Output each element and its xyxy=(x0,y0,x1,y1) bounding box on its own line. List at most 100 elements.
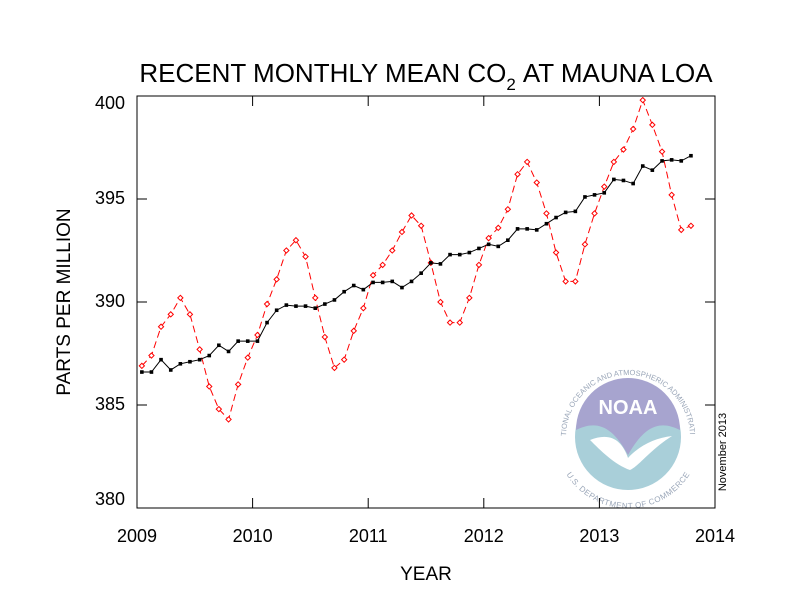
data-point xyxy=(168,368,173,372)
data-point xyxy=(514,170,521,178)
data-point xyxy=(388,247,396,254)
data-point xyxy=(167,311,175,318)
data-point xyxy=(679,159,684,163)
series-line xyxy=(141,98,692,421)
data-point xyxy=(438,262,443,266)
data-point xyxy=(398,228,406,236)
x-axis-label: YEAR xyxy=(400,564,452,585)
data-point xyxy=(515,227,520,231)
data-point xyxy=(629,125,637,133)
data-point xyxy=(457,252,462,257)
data-point xyxy=(640,164,645,168)
data-point xyxy=(303,304,308,308)
data-point xyxy=(689,153,693,158)
y-axis-label: PARTS PER MILLION xyxy=(54,208,75,395)
data-point xyxy=(205,383,213,390)
data-point xyxy=(177,294,184,302)
y-tick-label: 390 xyxy=(95,291,125,311)
title-end: AT MAUNA LOA xyxy=(523,58,713,88)
data-point xyxy=(283,247,290,254)
data-point xyxy=(631,181,635,186)
data-point xyxy=(360,304,367,312)
data-point xyxy=(494,224,502,232)
data-point xyxy=(486,242,491,247)
data-point xyxy=(371,280,375,285)
data-point xyxy=(429,261,433,265)
data-point xyxy=(600,183,608,190)
data-point xyxy=(197,357,202,362)
data-point xyxy=(236,339,240,343)
data-point xyxy=(534,228,539,232)
data-point xyxy=(225,416,232,423)
y-tick-label: 385 xyxy=(95,394,125,414)
chart-title: RECENT MONTHLY MEAN CO2 AT MAUNA LOA xyxy=(139,58,713,94)
data-point xyxy=(149,370,154,374)
x-tick-label: 2010 xyxy=(233,526,273,546)
data-point xyxy=(284,303,289,307)
title-main: RECENT MONTHLY MEAN CO xyxy=(139,58,506,88)
data-point xyxy=(294,304,298,308)
data-point xyxy=(572,278,579,285)
data-point xyxy=(591,210,598,217)
data-point xyxy=(323,302,327,306)
note: November 2013 xyxy=(717,413,729,491)
data-point xyxy=(274,308,279,313)
data-point xyxy=(342,289,346,294)
data-point xyxy=(660,159,664,163)
data-point xyxy=(340,356,348,363)
data-point xyxy=(620,146,627,153)
data-point xyxy=(504,205,512,213)
data-point xyxy=(639,96,647,104)
data-point xyxy=(409,279,414,284)
data-point xyxy=(417,222,425,230)
data-point xyxy=(552,249,560,256)
data-point xyxy=(350,327,358,335)
data-point xyxy=(687,222,695,230)
data-point xyxy=(157,323,165,331)
data-point xyxy=(379,261,386,269)
data-point xyxy=(649,121,656,129)
x-tick-label: 2009 xyxy=(117,526,157,546)
data-point xyxy=(186,311,194,318)
data-point xyxy=(313,306,318,310)
data-point xyxy=(573,209,578,214)
data-point xyxy=(621,178,626,183)
x-tick-label: 2011 xyxy=(349,526,388,546)
data-point xyxy=(178,362,183,366)
data-point xyxy=(525,227,529,231)
data-point xyxy=(533,179,541,186)
data-point xyxy=(592,193,597,197)
data-point xyxy=(668,191,675,199)
data-point xyxy=(477,246,481,251)
y-tick-label: 400 xyxy=(95,93,125,113)
data-point xyxy=(244,354,252,361)
data-point xyxy=(543,210,550,217)
data-point xyxy=(292,236,300,244)
data-point xyxy=(563,210,568,215)
data-point xyxy=(351,283,356,288)
data-point xyxy=(332,298,337,302)
data-point xyxy=(254,331,261,339)
data-point xyxy=(658,148,666,155)
logo-bird xyxy=(590,436,672,470)
data-point xyxy=(446,319,454,326)
data-point xyxy=(215,405,223,413)
data-point xyxy=(234,381,242,388)
data-point xyxy=(581,241,589,248)
x-tick-label: 2013 xyxy=(579,526,619,546)
series-line xyxy=(141,155,692,373)
data-point xyxy=(321,333,329,341)
data-point xyxy=(273,276,280,283)
y-tick-label: 395 xyxy=(95,188,125,208)
data-point xyxy=(245,339,250,343)
data-point xyxy=(650,168,655,172)
data-point xyxy=(148,352,155,359)
data-point xyxy=(419,271,423,275)
data-point xyxy=(226,349,231,354)
data-point xyxy=(265,320,269,325)
data-point xyxy=(408,212,415,219)
data-point xyxy=(523,158,531,166)
data-point xyxy=(466,294,473,302)
data-point xyxy=(610,158,618,166)
